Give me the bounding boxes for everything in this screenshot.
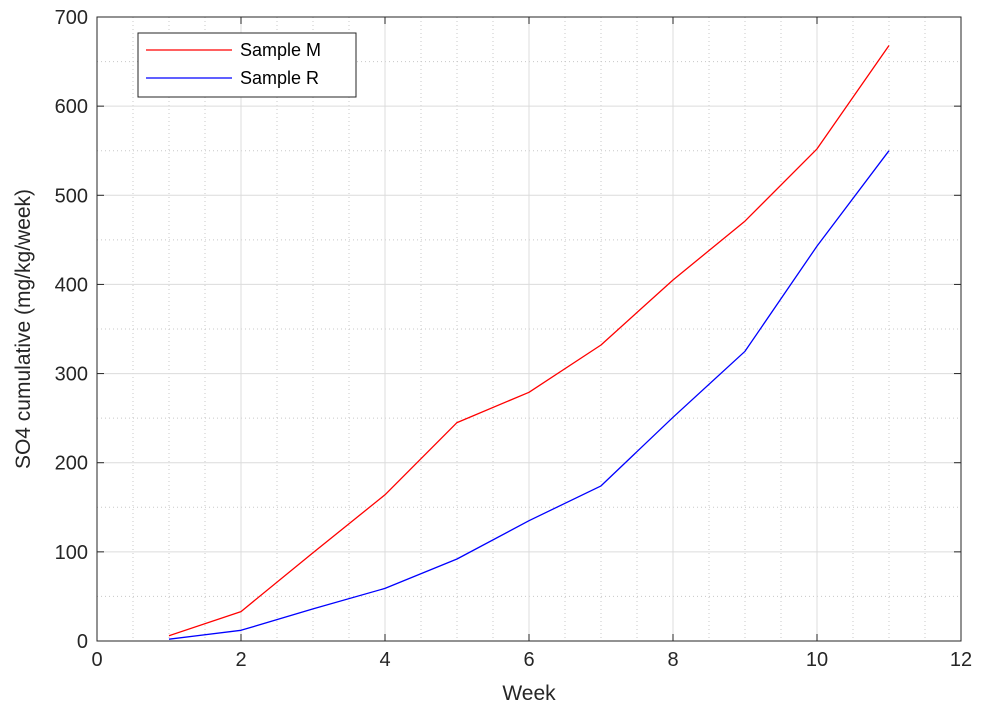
x-tick-label: 12: [950, 649, 972, 671]
legend: Sample M Sample R: [137, 32, 357, 98]
y-tick-label: 300: [55, 364, 88, 386]
x-axis-title: Week: [502, 682, 556, 705]
series-line-sample-r: [168, 150, 890, 640]
tick-labels: 0 2 4 6 8 10 12 0 100 200 300 400 500 600 700: [55, 7, 973, 671]
y-tick-label: 200: [55, 453, 88, 475]
y-tick-label: 100: [55, 542, 88, 564]
y-tick-label: 600: [55, 96, 88, 118]
series-lines: [168, 45, 890, 640]
x-tick-label: 0: [91, 649, 102, 671]
y-tick-label: 500: [55, 185, 88, 207]
x-tick-label: 10: [806, 649, 828, 671]
x-tick-label: 2: [235, 649, 246, 671]
y-axis-title: SO4 cumulative (mg/kg/week): [12, 189, 35, 469]
y-tick-label: 0: [77, 631, 88, 653]
x-tick-label: 6: [523, 649, 534, 671]
series-line-sample-m: [168, 45, 890, 637]
legend-label-sample-r: Sample R: [240, 68, 319, 88]
y-tick-label: 700: [55, 7, 88, 29]
legend-box: [137, 32, 357, 98]
legend-label-sample-m: Sample M: [240, 40, 321, 60]
x-tick-label: 8: [667, 649, 678, 671]
axis-ticks: [96, 16, 962, 642]
x-tick-label: 4: [379, 649, 390, 671]
y-tick-label: 400: [55, 274, 88, 296]
